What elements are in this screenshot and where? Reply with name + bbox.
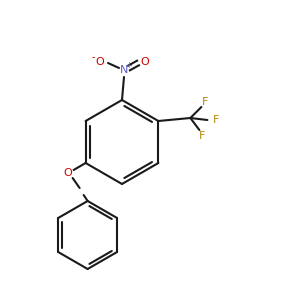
Text: O: O — [96, 57, 104, 67]
Text: F: F — [199, 131, 206, 141]
Text: +: + — [126, 61, 132, 70]
Text: F: F — [213, 115, 220, 125]
Text: -: - — [91, 52, 95, 62]
Text: O: O — [63, 168, 72, 178]
Text: O: O — [141, 57, 149, 67]
Text: F: F — [202, 97, 208, 107]
Text: N: N — [120, 65, 128, 75]
